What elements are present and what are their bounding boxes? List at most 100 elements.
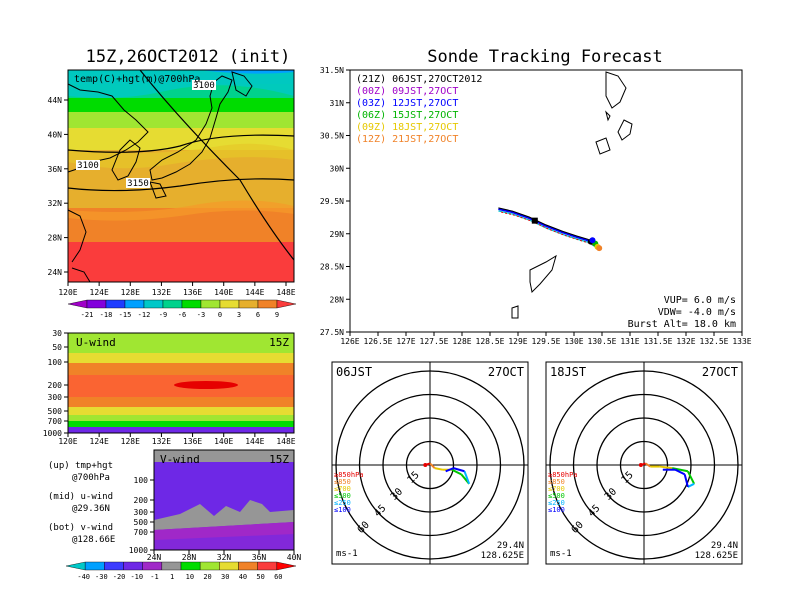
wind-colorbar-swatch	[276, 561, 297, 571]
track-x-tick-label: 126E	[340, 337, 359, 346]
u-y-tick-label: 200	[48, 381, 63, 390]
vup-readout: VUP= 6.0 m/s	[664, 295, 736, 306]
hodograph-level-label: ≥850hPa	[334, 471, 364, 479]
wind-colorbar-swatch	[123, 561, 143, 571]
temp-colorbar-swatch	[162, 299, 183, 309]
wind-colorbar-label: -40	[77, 573, 90, 581]
track-y-tick-label: 29N	[330, 230, 345, 239]
track-x-tick-label: 131.5E	[644, 337, 673, 346]
wind-colorbar-label: 60	[274, 573, 282, 581]
track-line-blue	[498, 207, 597, 247]
track-y-tick-label: 28N	[330, 295, 345, 304]
hodograph-level-label: ≥850hPa	[548, 471, 578, 479]
hodograph-lat: 29.4N	[497, 541, 524, 551]
temp-colorbar-label: 3	[237, 311, 241, 319]
track-time-entry: (03Z) 12JST,27OCT	[356, 98, 458, 109]
wind-colorbar-swatch	[84, 561, 105, 571]
hodograph-level-label: ≤100	[334, 506, 351, 514]
note-2-line2: @29.36N	[72, 504, 110, 514]
v-y-tick-label: 300	[134, 508, 149, 517]
u-y-tick-label: 30	[52, 329, 62, 338]
temp-colorbar-swatch	[238, 299, 259, 309]
wind-colorbar-swatch	[257, 561, 278, 571]
right-title: Sonde Tracking Forecast	[427, 47, 662, 67]
u-y-tick-label: 100	[48, 358, 63, 367]
hodograph-segment	[686, 470, 696, 485]
temp-colorbar-swatch	[200, 299, 221, 309]
track-y-tick-label: 31.5N	[320, 66, 344, 75]
track-time-entry: (06Z) 15JST,27OCT	[356, 110, 458, 121]
v-x-tick-label: 24N	[147, 553, 162, 562]
map-y-tick-label: 28N	[48, 234, 63, 243]
hodograph-unit: ms-1	[336, 549, 358, 559]
map-y-tick-label: 32N	[48, 199, 63, 208]
u-wind-label: U-wind	[76, 336, 116, 349]
hodograph-segment	[683, 474, 689, 488]
track-panel: (21Z) 06JST,27OCT2012(00Z) 09JST,27OCT(0…	[320, 66, 752, 346]
hodograph-segment	[463, 470, 471, 485]
temp-colorbar-swatch	[219, 299, 240, 309]
hodograph-start-marker	[423, 463, 428, 467]
temp-colorbar-label: -15	[119, 311, 132, 319]
track-x-tick-label: 130E	[564, 337, 583, 346]
temp-colorbar-label: 6	[256, 311, 260, 319]
map-label: temp(C)+hgt(m)@700hPa	[74, 74, 200, 85]
contour-label-3: 3150	[127, 179, 149, 189]
map-bands	[68, 70, 294, 282]
hodograph-date: 27OCT	[702, 365, 738, 379]
note-3-line1: (bot) v-wind	[48, 523, 113, 533]
hodograph-segment	[429, 462, 436, 469]
hodograph-level-label: ≤850	[334, 478, 351, 486]
hodograph-unit: ms-1	[550, 549, 572, 559]
temp-colorbar-label: -18	[100, 311, 113, 319]
track-x-tick-label: 127E	[396, 337, 415, 346]
v-x-tick-label: 36N	[252, 553, 267, 562]
u-wind-time: 15Z	[269, 336, 289, 349]
track-islands	[511, 71, 633, 319]
u-x-tick-label: 120E	[58, 437, 77, 446]
vdw-readout: VDW= -4.0 m/s	[658, 307, 736, 318]
wind-colorbar-swatch	[161, 561, 182, 571]
burst-readout: Burst Alt= 18.0 km	[628, 319, 736, 330]
map-y-tick-label: 44N	[48, 96, 63, 105]
wind-colorbar-label: 50	[256, 573, 264, 581]
track-x-tick-label: 128.5E	[476, 337, 505, 346]
map-x-tick-label: 124E	[90, 288, 109, 297]
map-x-ticks: 120E 124E 128E 132E 136E 140E 144E 148E	[58, 282, 296, 297]
hodograph-segment	[451, 468, 462, 476]
hodograph-level-label: ≤250	[334, 499, 351, 507]
map-x-tick-label: 136E	[183, 288, 202, 297]
v-wind-time: 15Z	[269, 453, 289, 466]
track-end-marker	[589, 237, 596, 244]
temp-colorbar-label: -3	[197, 311, 205, 319]
hodograph-lon: 128.625E	[695, 551, 738, 561]
v-x-tick-label: 40N	[287, 553, 302, 562]
wind-colorbar-swatch	[104, 561, 124, 571]
track-x-tick-label: 128E	[452, 337, 471, 346]
u-x-tick-label: 132E	[152, 437, 171, 446]
track-start-marker	[531, 217, 538, 224]
note-1-line2: @700hPa	[72, 473, 110, 483]
track-y-tick-label: 27.5N	[320, 328, 344, 337]
hodograph-segment	[453, 467, 465, 473]
note-1-line1: (up) tmp+hgt	[48, 461, 113, 471]
v-y-tick-label: 500	[134, 518, 149, 527]
wind-colorbar-label: -1	[150, 573, 158, 581]
u-x-tick-label: 136E	[183, 437, 202, 446]
v-x-tick-label: 32N	[217, 553, 232, 562]
u-y-tick-label: 500	[48, 407, 63, 416]
wind-colorbar-swatch	[238, 561, 258, 571]
temp-colorbar-swatch	[257, 299, 278, 309]
track-y-tick-label: 29.5N	[320, 197, 344, 206]
track-end-marker	[596, 245, 603, 252]
hodograph-time: 18JST	[550, 365, 586, 379]
hodograph-segment	[674, 468, 686, 476]
hodograph-level-label: ≤500	[548, 492, 565, 500]
wind-colorbar-label: 40	[239, 573, 247, 581]
map-y-tick-label: 36N	[48, 165, 63, 174]
